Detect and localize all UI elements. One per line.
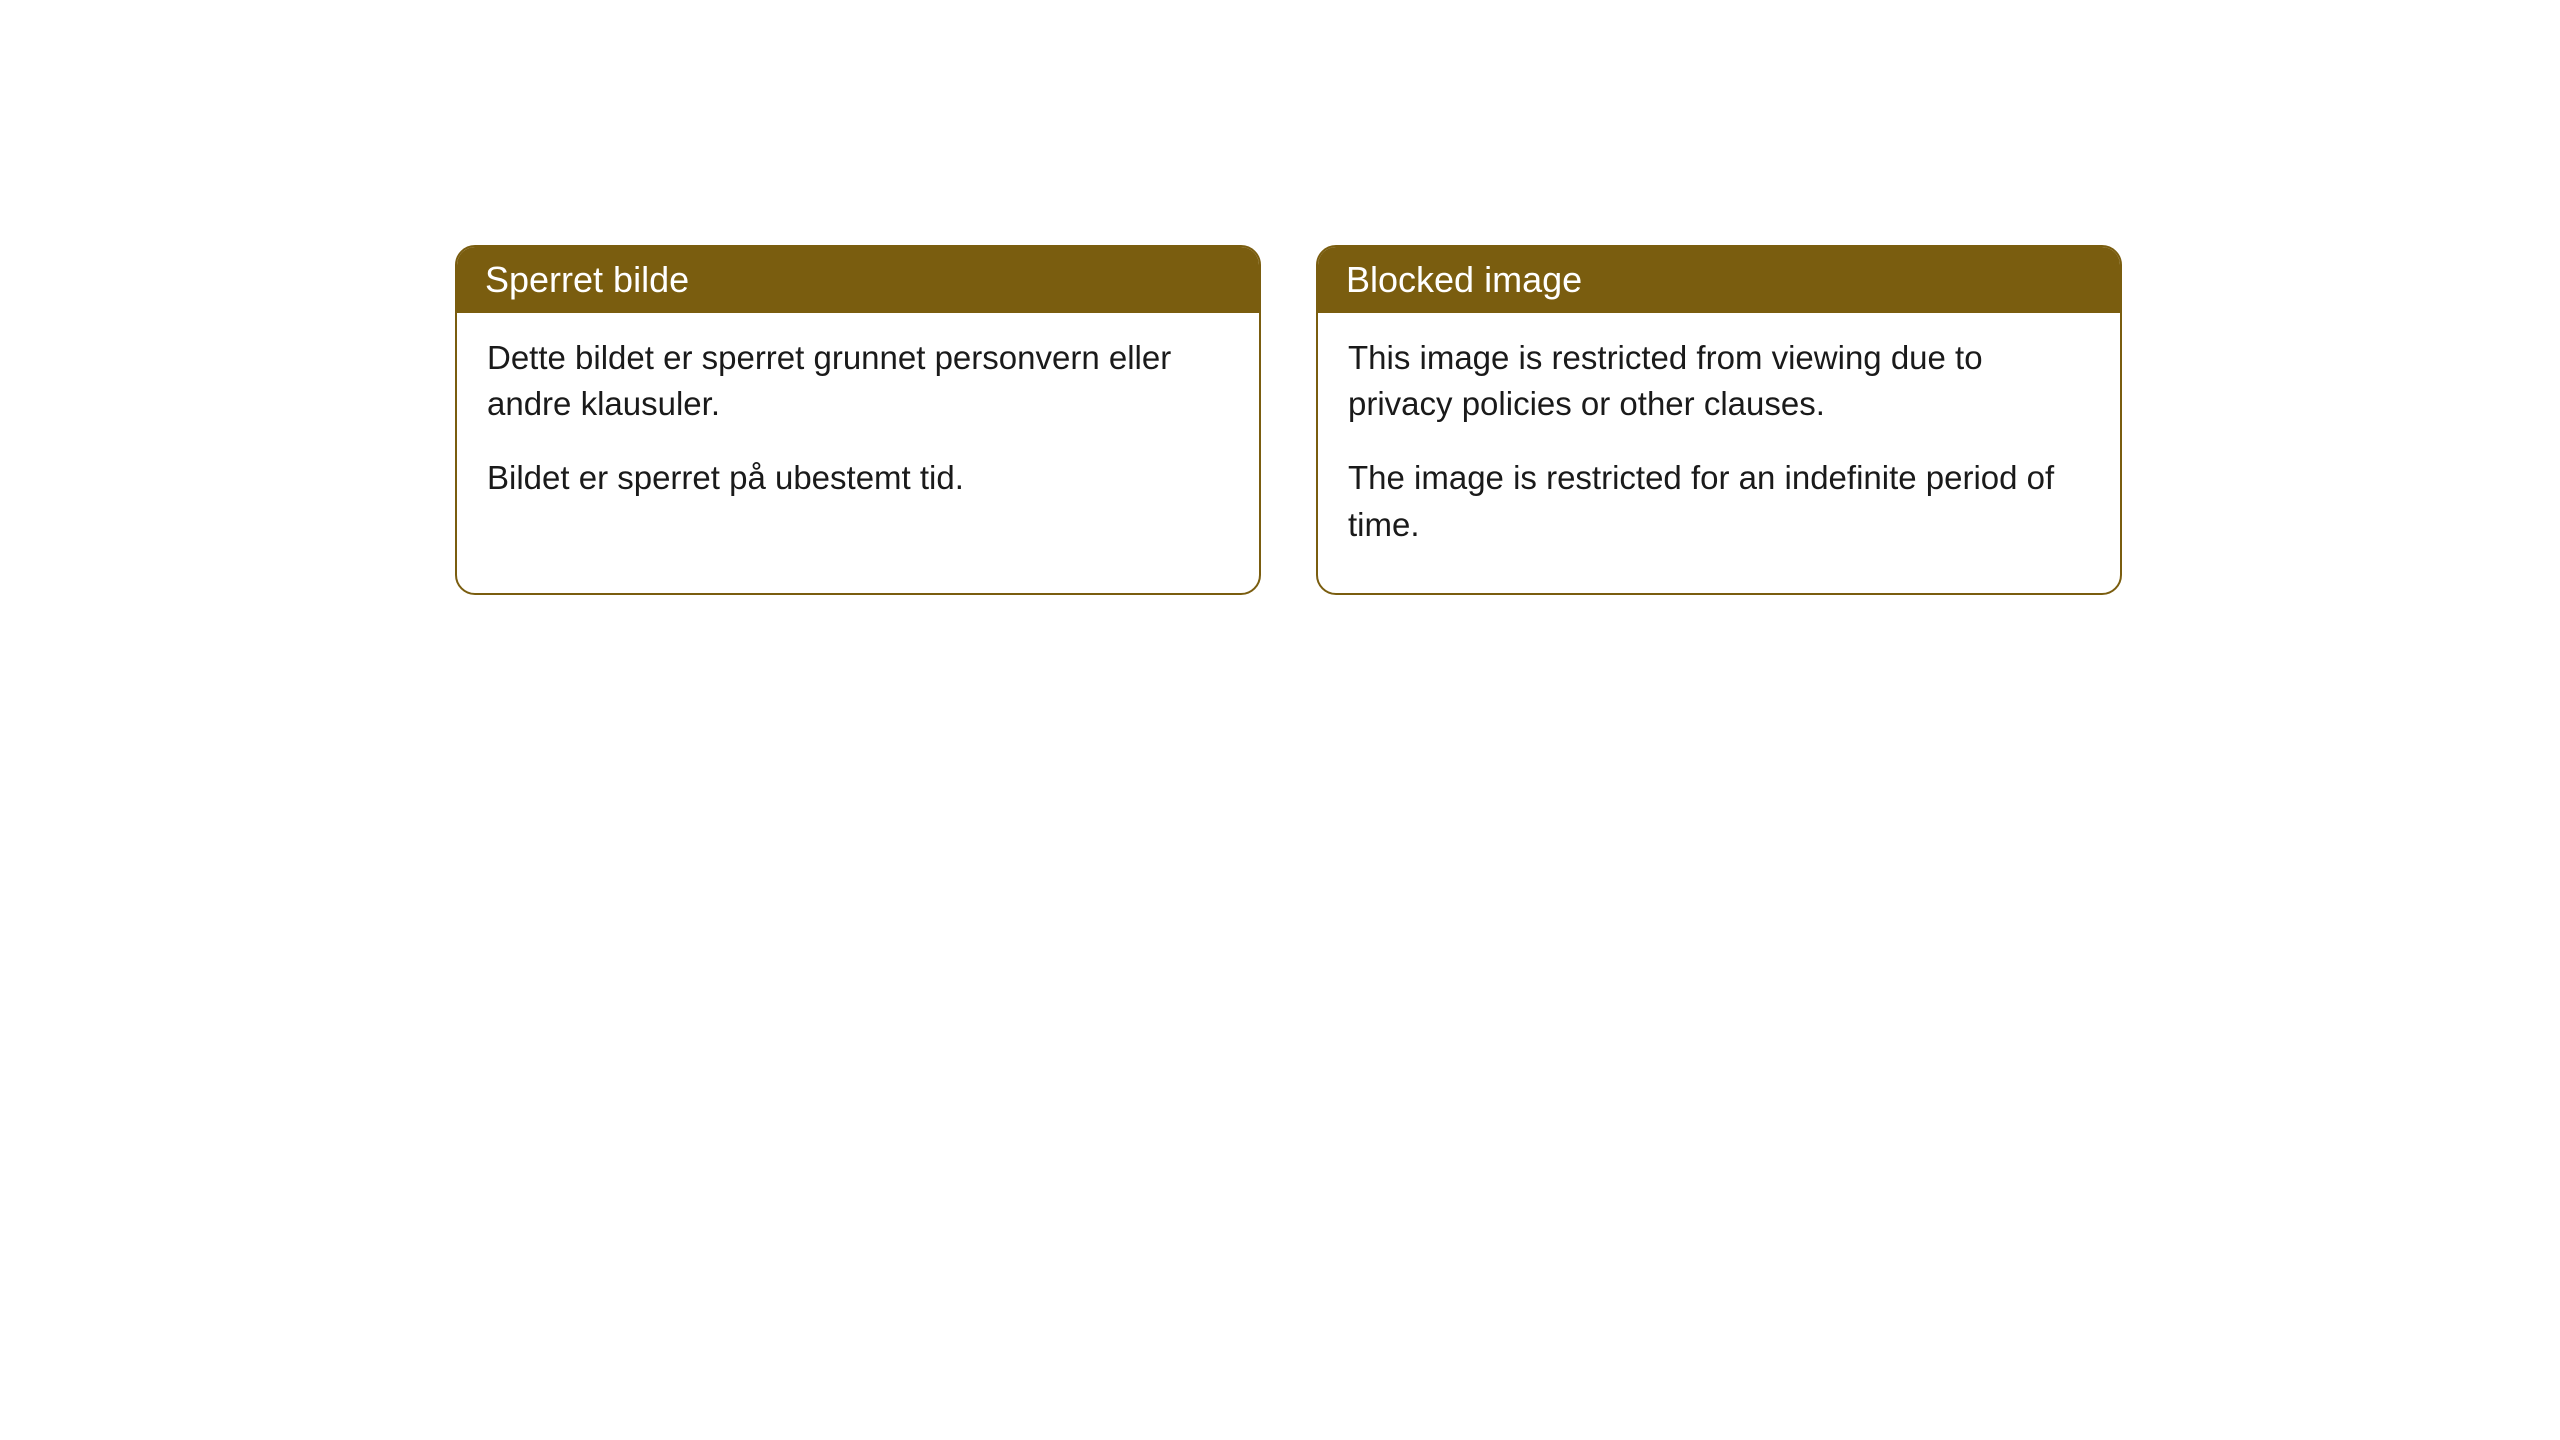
notice-title-english: Blocked image [1318,247,2120,313]
notice-paragraph: Dette bildet er sperret grunnet personve… [487,335,1229,427]
notice-container: Sperret bilde Dette bildet er sperret gr… [0,0,2560,595]
notice-paragraph: The image is restricted for an indefinit… [1348,455,2090,547]
notice-card-norwegian: Sperret bilde Dette bildet er sperret gr… [455,245,1261,595]
notice-title-norwegian: Sperret bilde [457,247,1259,313]
notice-card-english: Blocked image This image is restricted f… [1316,245,2122,595]
notice-paragraph: Bildet er sperret på ubestemt tid. [487,455,1229,501]
notice-body-english: This image is restricted from viewing du… [1318,313,2120,593]
notice-body-norwegian: Dette bildet er sperret grunnet personve… [457,313,1259,547]
notice-paragraph: This image is restricted from viewing du… [1348,335,2090,427]
